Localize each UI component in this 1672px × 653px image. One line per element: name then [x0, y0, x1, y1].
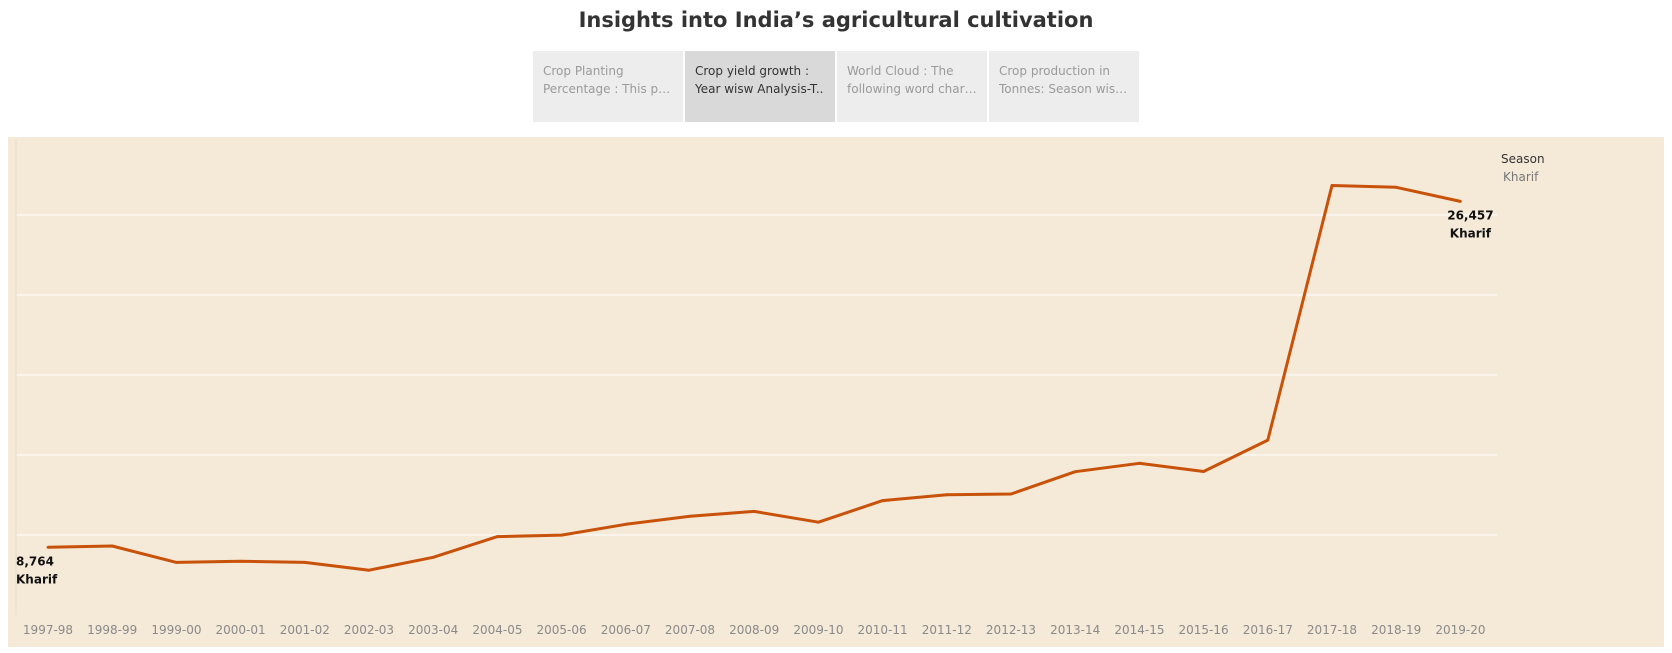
x-tick-label: 2002-03 [344, 623, 394, 637]
data-point [752, 509, 756, 513]
data-point [367, 568, 371, 572]
data-point [1394, 185, 1398, 189]
data-point [303, 561, 307, 564]
data-point [560, 533, 563, 537]
data-label-series: Kharif [1450, 226, 1492, 240]
x-tick-label: 2007-08 [665, 623, 715, 637]
data-label-series: Kharif [16, 572, 58, 586]
tab-crop-production-season[interactable]: Crop production in Tonnes: Season wise .… [989, 51, 1139, 122]
legend-item-kharif[interactable]: Kharif [1503, 170, 1539, 184]
data-point [239, 559, 243, 563]
data-label-value: 26,457 [1447, 208, 1493, 222]
data-point [624, 522, 628, 526]
x-tick-label: 2011-12 [922, 623, 972, 637]
x-tick-label: 2013-14 [1050, 623, 1100, 637]
x-tick-label: 2012-13 [986, 623, 1036, 637]
x-tick-label: 2017-18 [1307, 623, 1357, 637]
story-tabs: Crop Planting Percentage : This per.. Cr… [533, 51, 1141, 122]
x-tick-label: 2009-10 [793, 623, 843, 637]
data-point [496, 535, 499, 539]
data-point [1266, 438, 1270, 442]
data-point [1459, 200, 1462, 203]
data-label-value: 8,764 [16, 554, 54, 568]
x-tick-label: 2018-19 [1371, 623, 1421, 637]
x-tick-label: 2015-16 [1179, 623, 1229, 637]
x-tick-label: 2004-05 [472, 623, 522, 637]
data-point [110, 544, 114, 548]
x-tick-label: 2019-20 [1435, 623, 1485, 637]
data-point [1330, 184, 1334, 187]
tab-crop-yield-growth[interactable]: Crop yield growth : Year wisw Analysis-T… [685, 51, 835, 122]
data-point [175, 561, 178, 564]
x-tick-label: 2001-02 [280, 623, 330, 637]
x-tick-label: 2005-06 [537, 623, 587, 637]
data-point [1202, 470, 1205, 473]
x-tick-label: 1999-00 [151, 623, 201, 637]
x-tick-label: 2008-09 [729, 623, 779, 637]
data-point [688, 514, 692, 518]
x-tick-label: 2003-04 [408, 623, 458, 637]
x-tick-label: 2006-07 [601, 623, 651, 637]
data-point [945, 493, 949, 497]
tab-crop-planting-percentage[interactable]: Crop Planting Percentage : This per.. [533, 51, 683, 122]
x-tick-label: 2000-01 [216, 623, 266, 637]
data-point [431, 555, 435, 559]
x-tick-label: 2010-11 [858, 623, 908, 637]
data-point [1009, 492, 1013, 496]
tab-word-cloud[interactable]: World Cloud : The following word chart .… [837, 51, 987, 122]
data-point [46, 545, 50, 549]
x-tick-label: 2014-15 [1114, 623, 1164, 637]
data-point [881, 499, 884, 503]
data-point [817, 520, 820, 524]
legend-title: Season [1501, 152, 1545, 166]
data-point [1073, 470, 1077, 474]
x-tick-label: 2016-17 [1243, 623, 1293, 637]
data-point [1138, 461, 1141, 465]
dashboard-title: Insights into India’s agricultural culti… [578, 8, 1094, 32]
x-tick-label: 1997-98 [23, 623, 73, 637]
x-tick-label: 1998-99 [87, 623, 137, 637]
